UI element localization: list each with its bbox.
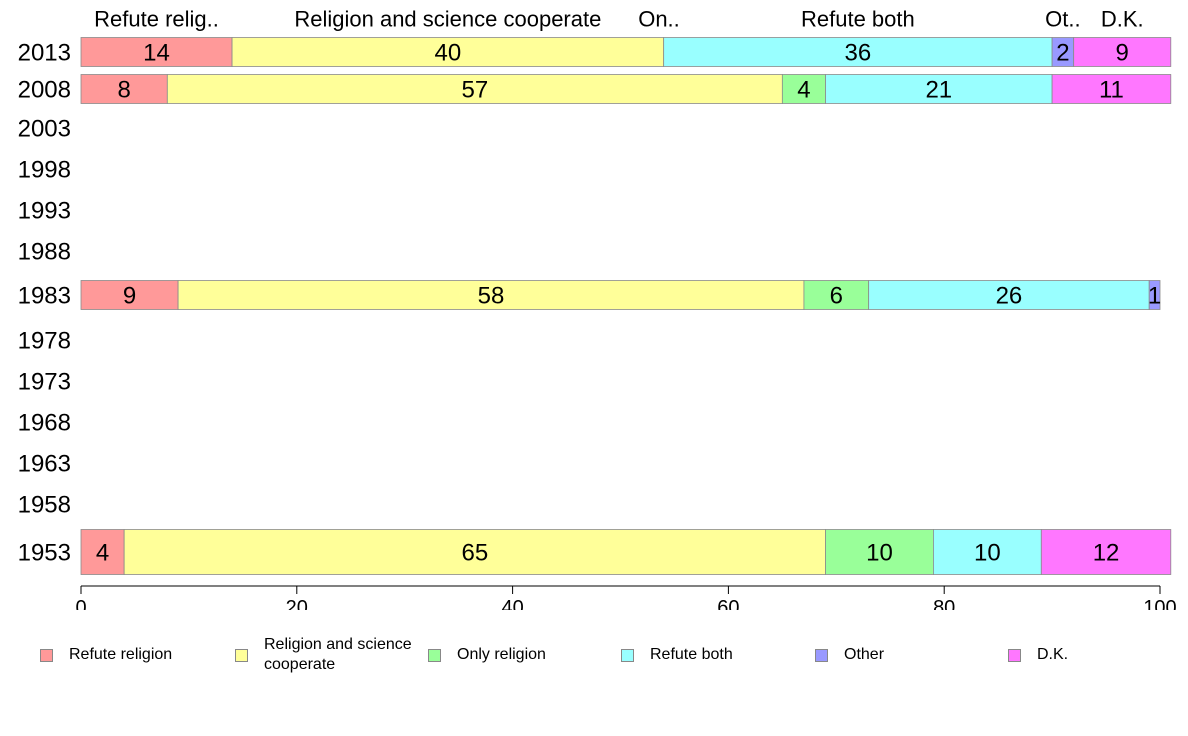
category-label-1988: 1988 bbox=[18, 239, 71, 266]
legend-label-other: Other bbox=[844, 646, 885, 663]
legend-item-religion-science-cooperate: Religion and science cooperate bbox=[235, 630, 414, 680]
bar-label-2013-religion-and-science-cooperate: 40 bbox=[435, 40, 462, 67]
bar-label-1983-other: 1 bbox=[1148, 283, 1161, 310]
legend-label-refute-religion: Refute religion bbox=[69, 646, 173, 663]
column-header-refute-both: Refute both bbox=[801, 7, 915, 32]
bar-label-1953-d-k-: 12 bbox=[1093, 540, 1120, 567]
bar-2013-religion-and-science-cooperate bbox=[231, 37, 665, 67]
bar-1953-refute-both bbox=[933, 529, 1042, 575]
bar-label-2008-refute-religion: 8 bbox=[117, 77, 130, 104]
bar-label-1983-religion-and-science-cooperate: 58 bbox=[478, 283, 505, 310]
category-label-1978: 1978 bbox=[18, 328, 71, 355]
category-label-1953: 1953 bbox=[18, 540, 71, 567]
bar-label-1953-only-religion: 10 bbox=[866, 540, 893, 567]
bar-1983-only-religion bbox=[803, 280, 870, 310]
bar-2013-refute-religion bbox=[80, 37, 233, 67]
column-header-refute-religion: Refute relig.. bbox=[94, 7, 219, 32]
legend-label-dk: D.K. bbox=[1037, 646, 1069, 663]
legend-item-refute-religion: Refute religion bbox=[40, 630, 172, 680]
legend-item-only-religion: Only religion bbox=[428, 630, 546, 680]
bar-label-2013-refute-religion: 14 bbox=[143, 40, 170, 67]
legend-item-other: Other bbox=[815, 630, 884, 680]
stacked-bar-chart: 2013200820031998199319881983197819731968… bbox=[18, 7, 1177, 611]
legend: Refute religion Religion and science coo… bbox=[0, 630, 1188, 690]
bar-2008-religion-and-science-cooperate bbox=[166, 74, 783, 104]
bar-label-1983-only-religion: 6 bbox=[830, 283, 843, 310]
legend-swatch-refute-both bbox=[621, 648, 634, 662]
bar-label-2013-d-k-: 9 bbox=[1116, 40, 1129, 67]
legend-swatch-other bbox=[815, 648, 828, 662]
legend-swatch-only-religion bbox=[428, 648, 441, 662]
bar-label-2013-refute-both: 36 bbox=[845, 40, 872, 67]
bar-label-1953-religion-and-science-cooperate: 65 bbox=[461, 540, 488, 567]
bar-2008-d-k- bbox=[1051, 74, 1172, 104]
bar-1953-d-k- bbox=[1040, 529, 1172, 575]
bar-label-1953-refute-religion: 4 bbox=[96, 540, 109, 567]
bar-1983-religion-and-science-cooperate bbox=[177, 280, 805, 310]
x-tick-label-80: 80 bbox=[933, 597, 955, 610]
bar-label-2013-other: 2 bbox=[1056, 40, 1069, 67]
bar-1953-refute-religion bbox=[80, 529, 125, 575]
category-label-1958: 1958 bbox=[18, 492, 71, 519]
category-label-1983: 1983 bbox=[18, 283, 71, 310]
category-label-1963: 1963 bbox=[18, 451, 71, 478]
legend-item-refute-both: Refute both bbox=[621, 630, 733, 680]
category-label-2003: 2003 bbox=[18, 116, 71, 143]
bar-1983-refute-religion bbox=[80, 280, 179, 310]
bar-2013-refute-both bbox=[663, 37, 1053, 67]
bar-2008-refute-religion bbox=[80, 74, 168, 104]
x-tick-label-0: 0 bbox=[75, 597, 86, 610]
legend-label-refute-both: Refute both bbox=[650, 646, 733, 663]
legend-item-dk: D.K. bbox=[1008, 630, 1068, 680]
legend-swatch-refute-religion bbox=[40, 648, 53, 662]
bar-2008-refute-both bbox=[825, 74, 1053, 104]
bar-1953-religion-and-science-cooperate bbox=[123, 529, 826, 575]
bar-1983-refute-both bbox=[868, 280, 1150, 310]
legend-label-only-religion: Only religion bbox=[457, 646, 546, 663]
x-tick-label-20: 20 bbox=[286, 597, 308, 610]
x-tick-label-40: 40 bbox=[501, 597, 523, 610]
category-label-1998: 1998 bbox=[18, 157, 71, 184]
column-header-other: Ot.. bbox=[1045, 7, 1080, 32]
legend-swatch-religion-science-cooperate bbox=[235, 648, 248, 662]
bar-label-2008-only-religion: 4 bbox=[797, 77, 810, 104]
column-header-religion-and-science-cooperate: Religion and science cooperate bbox=[294, 7, 601, 32]
x-tick-label-100: 100 bbox=[1143, 597, 1176, 610]
bar-1983-other bbox=[1148, 280, 1161, 310]
bar-1953-only-religion bbox=[825, 529, 934, 575]
category-label-2008: 2008 bbox=[18, 77, 71, 104]
legend-label-religion-science-cooperate: Religion and science cooperate bbox=[264, 636, 412, 673]
bar-label-2008-refute-both: 21 bbox=[925, 77, 952, 104]
bar-label-2008-religion-and-science-cooperate: 57 bbox=[461, 77, 488, 104]
x-tick-label-60: 60 bbox=[717, 597, 739, 610]
bar-2013-d-k- bbox=[1073, 37, 1172, 67]
bar-label-1953-refute-both: 10 bbox=[974, 540, 1001, 567]
column-header-d-k-: D.K. bbox=[1101, 7, 1144, 32]
category-label-1973: 1973 bbox=[18, 369, 71, 396]
category-label-2013: 2013 bbox=[18, 40, 71, 67]
bar-label-1983-refute-both: 26 bbox=[996, 283, 1023, 310]
legend-swatch-dk bbox=[1008, 648, 1021, 662]
bar-label-1983-refute-religion: 9 bbox=[123, 283, 136, 310]
category-label-1993: 1993 bbox=[18, 198, 71, 225]
category-label-1968: 1968 bbox=[18, 410, 71, 437]
bar-label-2008-d-k-: 11 bbox=[1099, 77, 1124, 104]
column-header-only-religion: On.. bbox=[638, 7, 680, 32]
